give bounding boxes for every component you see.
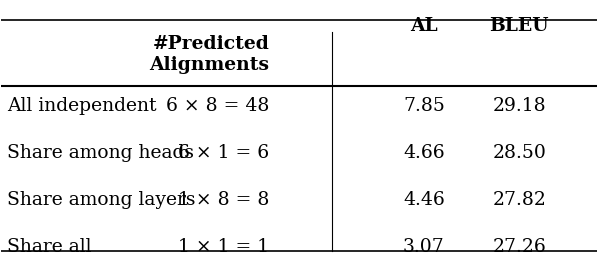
Text: 1 × 8 = 8: 1 × 8 = 8 [178, 191, 269, 209]
Text: 27.82: 27.82 [492, 191, 546, 209]
Text: Share all: Share all [7, 238, 92, 256]
Text: 4.66: 4.66 [403, 144, 445, 162]
Text: 6 × 8 = 48: 6 × 8 = 48 [166, 97, 269, 115]
Text: 27.26: 27.26 [492, 238, 546, 256]
Text: 28.50: 28.50 [492, 144, 546, 162]
Text: AL: AL [410, 17, 438, 35]
Text: Share among heads: Share among heads [7, 144, 194, 162]
Text: 6 × 1 = 6: 6 × 1 = 6 [178, 144, 269, 162]
Text: 7.85: 7.85 [403, 97, 445, 115]
Text: 1 × 1 = 1: 1 × 1 = 1 [178, 238, 269, 256]
Text: 3.07: 3.07 [403, 238, 445, 256]
Text: #Predicted
Alignments: #Predicted Alignments [150, 35, 269, 74]
Text: All independent: All independent [7, 97, 157, 115]
Text: 29.18: 29.18 [492, 97, 546, 115]
Text: BLEU: BLEU [490, 17, 549, 35]
Text: Share among layers: Share among layers [7, 191, 196, 209]
Text: 4.46: 4.46 [403, 191, 445, 209]
